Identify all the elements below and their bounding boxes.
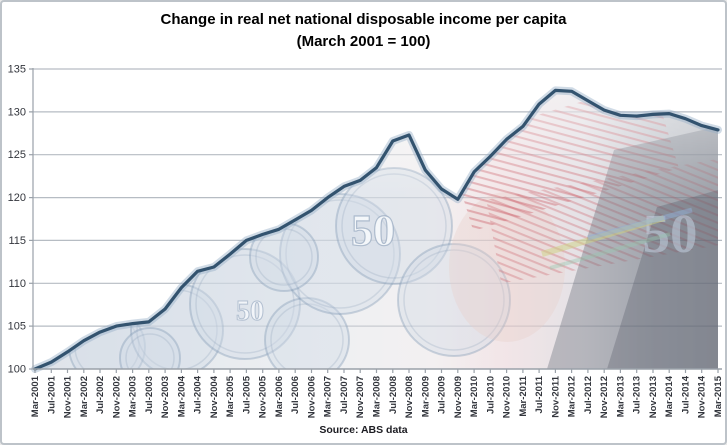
x-axis-tick-label: Jul-2013 [632,376,643,414]
x-axis-tick-label: Mar-2014 [664,375,675,417]
x-axis-tick-label: Mar-2008 [372,376,383,417]
y-axis: 100 105 110 115 120 125 130 135 [8,64,33,376]
x-axis-tick-label: Jul-2012 [583,376,594,414]
x-axis: Mar-2001 Jul-2001 Nov-2001 Mar-2002 Jul-2002… [30,369,724,418]
x-axis-tick-label: Jul-2009 [437,376,448,414]
x-axis-tick-label: Mar-2015 [713,375,724,417]
x-axis-tick-label: Nov-2012 [599,376,610,418]
chart-title-line-1: Change in real net national disposable i… [160,11,567,28]
x-axis-tick-label: Mar-2001 [30,375,41,417]
y-axis-tick-label: 115 [8,235,26,247]
x-axis-tick-label: Mar-2007 [323,376,334,417]
x-axis-tick-label: Jul-2007 [339,376,350,414]
x-axis-tick-label: Jul-2011 [534,375,545,413]
x-axis-tick-label: Nov-2004 [209,375,220,418]
data-line-series [33,88,720,371]
x-axis-tick-label: Nov-2007 [355,376,366,418]
x-axis-tick-label: Nov-2006 [307,376,318,418]
x-axis-tick-label: Mar-2009 [420,376,431,417]
x-axis-tick-label: Nov-2011 [550,375,561,417]
x-axis-tick-label: Nov-2003 [160,376,171,418]
x-axis-tick-label: Jul-2003 [144,376,155,414]
chart-title: Change in real net national disposable i… [2,9,725,53]
x-axis-tick-label: Jul-2001 [46,375,57,414]
x-axis-tick-label: Mar-2005 [225,375,236,417]
x-axis-tick-label: Nov-2005 [258,375,269,418]
x-axis-tick-label: Nov-2009 [453,376,464,418]
y-axis-tick-label: 130 [8,106,26,118]
x-axis-tick-label: Jul-2002 [95,376,106,414]
x-axis-tick-label: Jul-2004 [193,375,204,414]
x-axis-tick-label: Mar-2011 [518,375,529,416]
x-axis-tick-label: Jul-2005 [241,375,252,414]
x-axis-tick-label: Mar-2006 [274,376,285,417]
y-axis-tick-label: 100 [8,364,26,376]
x-axis-tick-label: Mar-2010 [469,376,480,417]
x-axis-tick-label: Mar-2013 [615,376,626,417]
y-axis-tick-label: 125 [8,149,26,161]
chart-title-line-2: (March 2001 = 100) [296,33,431,50]
x-axis-tick-label: Nov-2010 [502,376,513,418]
x-axis-tick-label: Nov-2008 [404,376,415,418]
x-axis-tick-label: Nov-2014 [697,375,708,418]
x-axis-tick-label: Mar-2012 [567,376,578,417]
x-axis-tick-label: Mar-2002 [79,376,90,417]
y-axis-tick-label: 135 [8,64,26,76]
x-axis-tick-label: Jul-2014 [681,375,692,414]
y-axis-tick-label: 110 [8,278,26,290]
x-axis-tick-label: Nov-2002 [111,376,122,418]
y-axis-tick-label: 105 [8,321,26,333]
y-axis-tick-label: 120 [8,192,26,204]
source-note: Source: ABS data [319,424,408,436]
x-axis-tick-label: Mar-2004 [176,375,187,417]
x-axis-tick-label: Jul-2008 [388,376,399,414]
x-axis-tick-label: Mar-2003 [128,376,139,417]
x-axis-tick-label: Nov-2001 [63,375,74,418]
x-axis-tick-label: Jul-2006 [290,376,301,414]
x-axis-tick-label: Jul-2010 [485,376,496,414]
x-axis-tick-label: Nov-2013 [648,376,659,418]
